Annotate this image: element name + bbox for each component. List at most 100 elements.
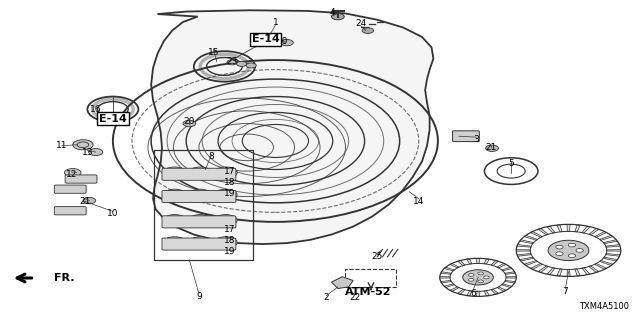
Circle shape	[163, 237, 186, 248]
FancyBboxPatch shape	[452, 131, 479, 142]
Text: 8: 8	[209, 152, 214, 161]
Polygon shape	[575, 225, 580, 232]
Polygon shape	[516, 250, 531, 251]
Circle shape	[556, 245, 563, 249]
Polygon shape	[567, 269, 570, 276]
FancyBboxPatch shape	[65, 175, 97, 183]
Polygon shape	[595, 263, 607, 269]
Polygon shape	[547, 268, 555, 275]
Text: 17: 17	[224, 225, 236, 234]
Circle shape	[280, 39, 293, 46]
FancyBboxPatch shape	[54, 207, 86, 215]
Circle shape	[548, 240, 589, 260]
Polygon shape	[604, 257, 618, 261]
Text: 16: 16	[90, 105, 102, 114]
FancyBboxPatch shape	[162, 190, 236, 203]
Circle shape	[362, 28, 374, 33]
Polygon shape	[502, 267, 512, 271]
Polygon shape	[517, 253, 531, 256]
Circle shape	[246, 63, 256, 68]
Polygon shape	[595, 231, 607, 237]
Text: 11: 11	[56, 141, 68, 150]
Text: 5: 5	[508, 159, 514, 168]
Text: 4: 4	[330, 8, 335, 17]
FancyBboxPatch shape	[54, 185, 86, 193]
Text: 23: 23	[227, 57, 237, 66]
Circle shape	[189, 237, 212, 248]
Circle shape	[189, 167, 212, 178]
Polygon shape	[538, 228, 548, 235]
Polygon shape	[450, 263, 459, 268]
Circle shape	[214, 237, 237, 248]
Text: TXM4A5100: TXM4A5100	[579, 302, 629, 311]
Polygon shape	[600, 260, 612, 266]
FancyBboxPatch shape	[162, 238, 236, 250]
Circle shape	[468, 274, 474, 276]
Polygon shape	[332, 277, 353, 288]
Polygon shape	[502, 284, 512, 288]
Text: 12: 12	[66, 170, 77, 179]
Circle shape	[568, 243, 575, 247]
Polygon shape	[497, 287, 506, 291]
Polygon shape	[458, 289, 465, 294]
Polygon shape	[524, 235, 538, 240]
Polygon shape	[505, 272, 515, 274]
Circle shape	[214, 189, 237, 201]
Circle shape	[163, 215, 186, 226]
Circle shape	[189, 215, 212, 226]
Text: 19: 19	[224, 189, 236, 198]
Polygon shape	[441, 272, 451, 274]
Polygon shape	[567, 224, 570, 231]
Circle shape	[89, 148, 102, 156]
Circle shape	[468, 278, 474, 281]
Text: 7: 7	[563, 287, 568, 296]
Text: 15: 15	[208, 48, 220, 57]
Polygon shape	[444, 284, 454, 288]
Polygon shape	[467, 259, 472, 264]
Text: 13: 13	[82, 148, 93, 156]
Polygon shape	[607, 250, 621, 251]
Circle shape	[227, 60, 237, 65]
Polygon shape	[606, 244, 620, 247]
Text: 17: 17	[224, 167, 236, 176]
Polygon shape	[441, 280, 451, 283]
Text: 9: 9	[196, 292, 202, 301]
Polygon shape	[582, 268, 590, 275]
Circle shape	[189, 189, 212, 201]
Polygon shape	[531, 263, 542, 269]
Polygon shape	[524, 260, 538, 266]
Text: 25: 25	[372, 252, 383, 261]
Text: 10: 10	[107, 209, 118, 219]
Circle shape	[65, 169, 81, 177]
Circle shape	[332, 13, 344, 20]
Text: 6: 6	[470, 289, 476, 298]
Polygon shape	[440, 276, 450, 278]
Polygon shape	[520, 240, 534, 244]
Text: 22: 22	[349, 293, 361, 302]
Polygon shape	[491, 260, 499, 266]
Circle shape	[486, 145, 499, 151]
Circle shape	[478, 280, 483, 283]
Circle shape	[463, 270, 493, 285]
Polygon shape	[575, 269, 580, 276]
Polygon shape	[538, 266, 548, 272]
Circle shape	[77, 142, 89, 148]
Text: 2: 2	[324, 293, 329, 302]
Text: 21: 21	[80, 197, 91, 206]
FancyBboxPatch shape	[162, 216, 236, 228]
Text: 18: 18	[224, 178, 236, 187]
Polygon shape	[589, 266, 599, 272]
Circle shape	[83, 197, 96, 204]
Text: E-14: E-14	[99, 114, 127, 124]
Circle shape	[484, 276, 489, 279]
Polygon shape	[557, 269, 562, 276]
Text: 21: 21	[485, 143, 497, 152]
Polygon shape	[520, 257, 534, 261]
Polygon shape	[589, 228, 599, 235]
Circle shape	[214, 215, 237, 226]
Polygon shape	[547, 226, 555, 233]
Circle shape	[183, 120, 196, 127]
Circle shape	[214, 167, 237, 178]
Polygon shape	[491, 289, 499, 294]
Polygon shape	[444, 267, 454, 271]
